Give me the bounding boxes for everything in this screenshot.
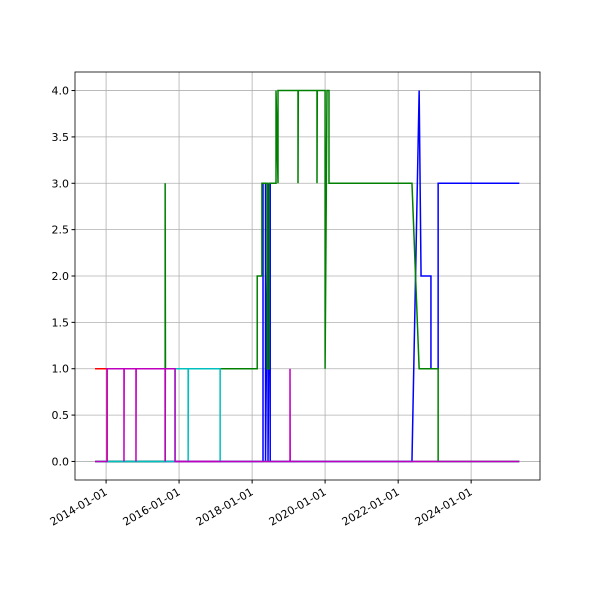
x-tick-label: 2022-01-01 bbox=[340, 485, 402, 528]
series-line bbox=[94, 89, 520, 463]
y-tick-label: 1.5 bbox=[52, 316, 70, 329]
y-tick-label: 2.0 bbox=[52, 270, 70, 283]
x-tick-label: 2014-01-01 bbox=[48, 485, 110, 528]
y-tick-label: 2.5 bbox=[52, 224, 70, 237]
x-tick-label: 2020-01-01 bbox=[267, 485, 329, 528]
x-tick-label: 2018-01-01 bbox=[194, 485, 256, 528]
axes-frame bbox=[74, 71, 541, 481]
y-tick-label: 4.0 bbox=[52, 85, 70, 98]
y-tick-label: 0.5 bbox=[52, 409, 70, 422]
y-tick-label: 1.0 bbox=[52, 363, 70, 376]
y-tick-label: 0.0 bbox=[52, 455, 70, 468]
x-tick-label: 2016-01-01 bbox=[121, 485, 183, 528]
x-tick-label: 2024-01-01 bbox=[413, 485, 475, 528]
y-tick-label: 3.5 bbox=[52, 131, 70, 144]
series-line bbox=[94, 367, 520, 463]
y-tick-label: 3.0 bbox=[52, 177, 70, 190]
